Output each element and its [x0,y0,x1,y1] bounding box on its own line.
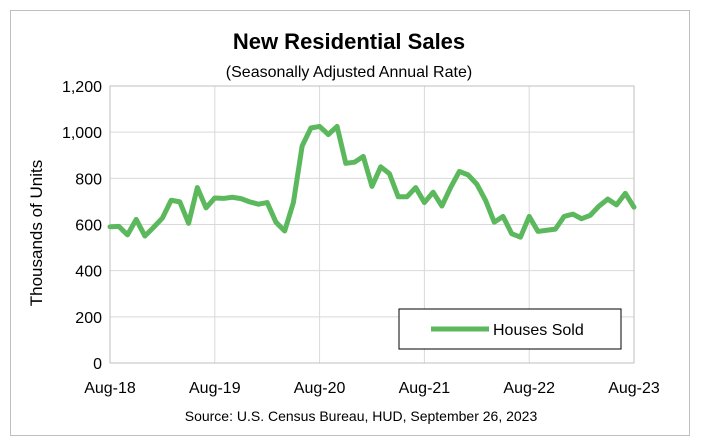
x-tick-label: Aug-23 [608,380,660,397]
legend-label-houses-sold: Houses Sold [493,322,584,339]
x-tick-label: Aug-18 [84,380,136,397]
x-tick-label: Aug-22 [503,380,555,397]
chart-title: New Residential Sales [233,29,465,54]
chart-svg: New Residential Sales (Seasonally Adjust… [27,29,660,424]
y-tick-label: 0 [93,356,102,373]
y-axis-label: Thousands of Units [27,160,46,306]
x-tick-label: Aug-19 [189,380,241,397]
chart-subtitle: (Seasonally Adjusted Annual Rate) [226,64,472,81]
x-tick-label: Aug-20 [294,380,346,397]
y-tick-label: 1,200 [62,79,102,96]
y-tick-label: 200 [75,310,102,327]
axis-ticks: 0 200 400 600 800 1,000 1,200 Aug-18 Aug-19 Aug-2… [62,79,660,397]
y-tick-label: 400 [75,264,102,281]
source-note: Source: U.S. Census Bureau, HUD, Septemb… [185,408,538,424]
legend: Houses Sold [398,308,622,350]
y-tick-label: 800 [75,171,102,188]
plot-area [107,85,637,364]
y-tick-label: 600 [75,218,102,235]
chart-frame: New Residential Sales (Seasonally Adjust… [10,10,690,436]
x-tick-label: Aug-21 [399,380,451,397]
y-tick-label: 1,000 [62,125,102,142]
